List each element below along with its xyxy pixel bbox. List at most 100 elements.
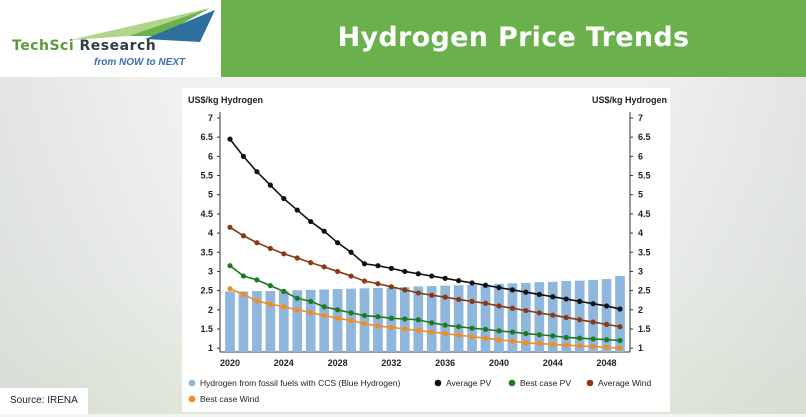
page-title: Hydrogen Price Trends: [337, 22, 690, 53]
logo-name-part-1: TechSci: [12, 38, 75, 54]
point-best-wind: [536, 340, 542, 347]
bar-blue-hydrogen: [480, 284, 491, 352]
point-best-pv: [294, 295, 300, 301]
point-best-wind: [429, 329, 435, 335]
point-average-wind: [536, 310, 542, 316]
point-average-pv: [281, 195, 287, 202]
point-average-pv: [361, 261, 368, 267]
y-tick-label-right: 2.5: [638, 286, 651, 296]
x-tick-label: 2044: [543, 358, 563, 368]
y-tick-label-right: 3: [638, 266, 643, 276]
y-tick-label-right: 5: [638, 190, 643, 200]
y-tick-label-right: 4: [638, 228, 643, 238]
point-average-pv: [348, 249, 354, 255]
legend-best-pv-marker: [508, 379, 516, 387]
point-average-wind: [308, 260, 314, 266]
point-average-pv: [321, 228, 327, 234]
point-best-pv: [442, 322, 448, 328]
point-average-wind: [482, 300, 489, 306]
point-average-pv: [482, 282, 489, 288]
point-best-pv: [456, 324, 462, 330]
point-best-wind: [334, 315, 341, 321]
point-average-wind: [375, 281, 381, 287]
point-best-pv: [482, 326, 489, 332]
bar-blue-hydrogen: [305, 289, 316, 352]
point-best-pv: [550, 333, 556, 339]
point-best-wind: [254, 298, 260, 304]
point-average-wind: [361, 278, 368, 284]
point-average-wind: [496, 303, 502, 309]
x-tick-label: 2024: [274, 358, 294, 368]
point-average-wind: [577, 317, 583, 323]
point-best-pv: [375, 314, 381, 320]
point-average-wind: [469, 298, 475, 304]
point-best-pv: [254, 277, 260, 283]
point-average-wind: [388, 284, 394, 290]
y-tick-label-left: 6: [208, 151, 213, 161]
point-best-wind: [563, 342, 569, 348]
x-tick-label: 2020: [220, 358, 240, 368]
legend-average-wind-label: Average Wind: [598, 378, 652, 388]
techsci-logo[interactable]: TechSci Research from NOW to NEXT: [10, 6, 220, 72]
bar-blue-hydrogen: [238, 291, 249, 352]
logo-name-part-2: Research: [74, 38, 157, 54]
point-best-wind: [617, 345, 623, 351]
y-axis-label-right: US$/kg Hydrogen: [592, 95, 667, 105]
title-banner: Hydrogen Price Trends: [221, 0, 806, 77]
legend-best-wind-marker: [188, 395, 196, 403]
y-tick-label-left: 1: [208, 343, 213, 353]
point-best-wind: [550, 341, 556, 347]
y-tick-label-left: 4.5: [200, 209, 213, 219]
point-best-wind: [402, 326, 408, 332]
bar-blue-hydrogen: [359, 288, 370, 352]
point-best-pv: [281, 288, 287, 294]
x-tick-label: 2040: [489, 358, 509, 368]
bar-blue-hydrogen: [615, 276, 625, 352]
bar-blue-hydrogen: [574, 280, 585, 352]
point-average-pv: [334, 240, 341, 246]
point-average-wind: [321, 264, 327, 270]
point-best-pv: [321, 304, 327, 310]
point-best-pv: [603, 337, 610, 343]
point-average-pv: [402, 268, 408, 275]
y-tick-label-left: 1.5: [200, 324, 213, 334]
y-tick-label-left: 5: [208, 190, 213, 200]
point-average-pv: [603, 303, 610, 309]
point-best-wind: [321, 312, 327, 319]
point-average-pv: [429, 273, 435, 279]
bar-blue-hydrogen: [534, 282, 545, 352]
point-best-wind: [294, 307, 300, 313]
legend-best-wind-label: Best case Wind: [200, 394, 259, 404]
point-average-wind: [617, 324, 623, 330]
background-blur-left: [0, 77, 180, 414]
point-best-wind: [482, 335, 489, 341]
point-best-pv: [536, 332, 542, 338]
point-best-wind: [496, 337, 502, 343]
y-tick-label-right: 4.5: [638, 209, 651, 219]
point-average-pv: [388, 265, 394, 271]
bar-blue-hydrogen: [453, 285, 464, 352]
bar-blue-hydrogen: [426, 286, 437, 352]
y-tick-label-left: 3: [208, 266, 213, 276]
point-average-wind: [509, 305, 516, 311]
point-best-pv: [590, 336, 596, 342]
bar-blue-hydrogen: [601, 279, 612, 352]
point-best-wind: [509, 338, 516, 344]
bar-blue-hydrogen: [319, 289, 329, 352]
y-tick-label-right: 1.5: [638, 324, 651, 334]
bar-blue-hydrogen: [588, 279, 598, 352]
point-best-pv: [227, 263, 233, 269]
x-tick-label: 2032: [381, 358, 401, 368]
point-average-wind: [590, 319, 596, 325]
bar-blue-hydrogen: [507, 283, 518, 352]
point-best-pv: [361, 312, 368, 319]
point-best-pv: [308, 298, 314, 304]
y-tick-label-right: 6: [638, 151, 643, 161]
header: TechSci Research from NOW to NEXT Hydrog…: [0, 0, 806, 77]
point-best-wind: [227, 286, 233, 292]
point-average-wind: [563, 314, 569, 321]
point-average-wind: [415, 290, 421, 296]
point-average-wind: [334, 268, 341, 275]
point-average-wind: [254, 240, 260, 246]
y-tick-label-left: 2: [208, 305, 213, 315]
